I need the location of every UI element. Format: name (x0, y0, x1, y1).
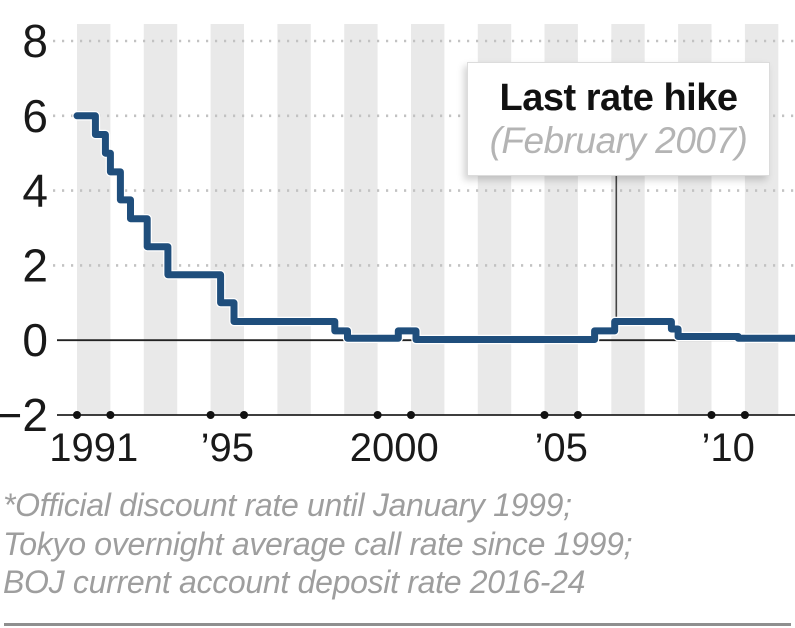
year-stripe (344, 24, 378, 415)
x-axis-label: ’05 (535, 426, 588, 470)
annotation-box: Last rate hike (February 2007) (467, 62, 770, 176)
year-stripe (411, 24, 445, 415)
year-stripe (277, 24, 311, 415)
axis-tick-dot (106, 411, 115, 419)
axis-tick-dot (707, 411, 716, 419)
footnote-line-2: Tokyo overnight average call rate since … (3, 525, 633, 562)
y-axis-label: 0 (22, 314, 48, 366)
axis-tick-dot (206, 411, 215, 419)
annotation-subtitle: (February 2007) (489, 120, 748, 161)
footnote-line-3: BOJ current account deposit rate 2016-24 (3, 564, 586, 600)
axis-tick-dot (407, 411, 415, 419)
y-axis-label: 8 (22, 15, 48, 67)
footnote-line-1: *Official discount rate until January 19… (3, 487, 572, 523)
y-axis-label: 4 (22, 165, 48, 217)
y-axis-label: −2 (0, 389, 48, 441)
bottom-rule (4, 623, 791, 626)
annotation-title: Last rate hike (499, 77, 739, 119)
axis-tick-dot (573, 411, 582, 419)
year-stripe (210, 24, 244, 415)
axis-tick-dot (540, 411, 549, 419)
year-stripe (77, 24, 111, 415)
x-axis-label: ’95 (201, 426, 254, 470)
y-axis-label: 2 (22, 239, 48, 291)
x-axis-label: ’10 (702, 426, 755, 470)
axis-tick-dot (240, 411, 248, 419)
chart-footnote: *Official discount rate until January 19… (3, 486, 792, 602)
axis-tick-dot (73, 411, 81, 419)
axis-tick-dot (373, 411, 382, 419)
axis-tick-dot (740, 411, 749, 419)
x-axis-label: 2000 (350, 426, 439, 470)
rate-step-line (73, 112, 795, 343)
x-axis-label: 1991 (49, 426, 138, 470)
y-axis-label: 6 (22, 90, 48, 142)
